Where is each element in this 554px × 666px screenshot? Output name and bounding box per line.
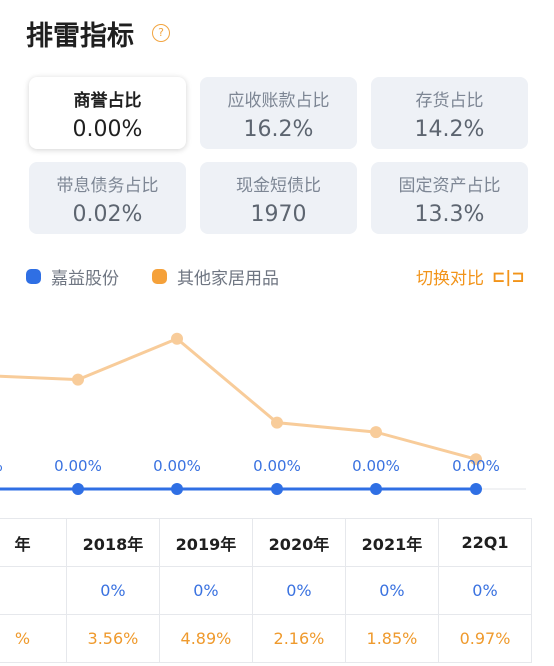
data-label-company: 0.00% (253, 457, 301, 475)
series-point-company (271, 483, 283, 495)
metric-card-0[interactable]: 商誉占比 0.00% (29, 77, 186, 149)
legend-company-swatch (26, 269, 41, 284)
metric-card-label: 存货占比 (415, 91, 484, 111)
metric-card-value: 0.00% (72, 117, 143, 142)
table-industry-cell: 3.56% (65, 614, 160, 663)
metric-card-label: 应收账款占比 (227, 91, 330, 111)
series-point-company (171, 483, 183, 495)
metric-card-value: 16.2% (243, 117, 314, 142)
series-line-industry (0, 337, 477, 461)
help-icon[interactable]: ? (152, 24, 170, 42)
legend-company-label: 嘉益股份 (51, 269, 119, 289)
data-label-company: 0.00% (352, 457, 400, 475)
page-title: 排雷指标 (26, 21, 134, 52)
table-industry-cell: 2.16% (251, 614, 346, 663)
metric-card-3[interactable]: 带息债务占比 0.02% (29, 162, 186, 234)
switch-compare-label: 切换对比 (416, 269, 484, 289)
data-label-company: 0.00% (54, 457, 102, 475)
metric-card-5[interactable]: 固定资产占比 13.3% (371, 162, 528, 234)
series-point-industry (171, 332, 183, 345)
table-company-cell: 0% (158, 566, 253, 615)
metric-card-label: 固定资产占比 (398, 176, 501, 196)
table-year-cell: 年 (0, 518, 67, 567)
table-industry-cell: % (0, 614, 67, 663)
series-point-company (72, 483, 84, 495)
table-company-cell (0, 566, 67, 615)
table-industry-cell: 0.97% (437, 614, 533, 663)
table-year-cell: 2018年 (65, 518, 160, 567)
metric-card-label: 商誉占比 (73, 91, 142, 111)
table-industry-cell: 4.89% (158, 614, 253, 663)
table-company-cell: 0% (65, 566, 160, 615)
data-label-company: 0.00% (452, 457, 500, 475)
series-point-industry (271, 416, 283, 429)
legend-industry-label: 其他家居用品 (177, 269, 279, 289)
metric-card-value: 0.02% (72, 202, 143, 227)
metric-card-label: 现金短债比 (236, 176, 321, 196)
switch-compare-icon: ⊏|⊐ (492, 267, 525, 286)
series-point-company (470, 483, 482, 495)
table-year-cell: 2020年 (251, 518, 346, 567)
metric-card-value: 14.2% (414, 117, 485, 142)
table-year-cell: 2019年 (158, 518, 253, 567)
legend-industry[interactable]: 其他家居用品 (152, 264, 279, 289)
series-point-industry (370, 426, 382, 439)
switch-compare-button[interactable]: 切换对比 ⊏|⊐ (416, 264, 525, 289)
table-year-cell: 22Q1 (437, 518, 533, 567)
table-company-cell: 0% (251, 566, 346, 615)
metric-card-label: 带息债务占比 (56, 176, 159, 196)
metric-card-value: 13.3% (414, 202, 485, 227)
legend-company[interactable]: 嘉益股份 (26, 264, 119, 289)
legend-industry-swatch (152, 269, 167, 284)
metric-card-1[interactable]: 应收账款占比 16.2% (200, 77, 357, 149)
data-label-company: 0.00% (0, 457, 3, 475)
series-point-industry (72, 373, 84, 386)
series-point-industry (470, 453, 482, 466)
table-company-cell: 0% (344, 566, 439, 615)
series-point-company (370, 483, 382, 495)
line-chart: 0.00% 0.00% 0.00% 0.00% 0.00% 0.00% (0, 332, 526, 495)
data-table: 年 2018年 2019年 2020年 2021年 22Q1 0% 0% 0% 0% 0% % 3.… (0, 518, 533, 663)
metric-card-value: 1970 (250, 202, 307, 227)
table-industry-cell: 1.85% (344, 614, 439, 663)
metric-card-2[interactable]: 存货占比 14.2% (371, 77, 528, 149)
metric-card-4[interactable]: 现金短债比 1970 (200, 162, 357, 234)
table-company-cell: 0% (437, 566, 533, 615)
data-label-company: 0.00% (153, 457, 201, 475)
table-year-cell: 2021年 (344, 518, 439, 567)
